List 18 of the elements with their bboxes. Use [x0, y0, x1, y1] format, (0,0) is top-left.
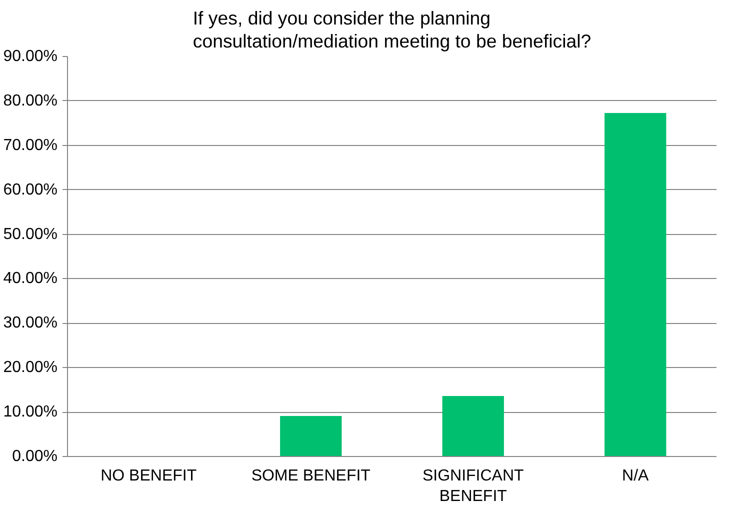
chart-title: If yes, did you consider the planning consultation/mediation meeting to be beneficial?: [192, 7, 592, 52]
y-tick-label: 60.00%: [3, 181, 58, 198]
y-tick-label: 40.00%: [3, 270, 58, 288]
y-tick-label: 50.00%: [3, 226, 58, 243]
x-tick-label: SIGNIFICANT BENEFIT: [422, 468, 524, 505]
y-tick-label: 90.00%: [3, 48, 58, 65]
y-tick-label: 80.00%: [3, 92, 58, 110]
bar: [442, 396, 504, 456]
x-tick-label: N/A: [622, 468, 650, 484]
y-tick-label: 70.00%: [3, 136, 58, 154]
x-tick-label: SOME BENEFIT: [251, 468, 371, 484]
bar: [280, 416, 342, 456]
y-tick-label: 30.00%: [3, 314, 58, 332]
y-tick-label: 0.00%: [12, 448, 58, 465]
x-tick-label: NO BENEFIT: [100, 468, 197, 484]
bar: [604, 112, 666, 456]
y-tick-label: 20.00%: [3, 359, 58, 376]
y-tick-label: 10.00%: [3, 404, 58, 421]
